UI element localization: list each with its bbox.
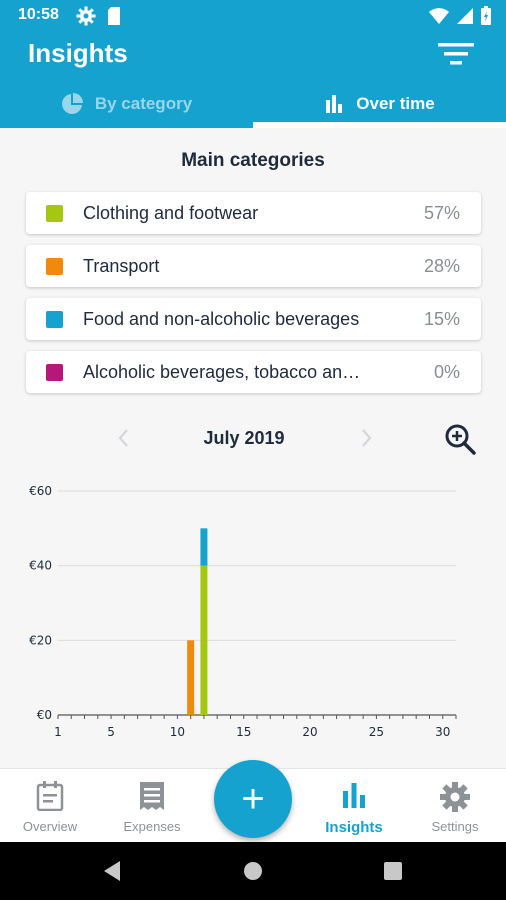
nav-label: Expenses (123, 819, 181, 834)
bar-chart-icon (326, 95, 343, 113)
category-swatch (46, 258, 63, 275)
tab-by-category[interactable]: By category (0, 84, 253, 124)
category-percent: 0% (433, 362, 460, 382)
chart-bar (200, 565, 208, 715)
app-bar: Insights By category Over time (0, 32, 506, 128)
category-label: Transport (83, 256, 160, 276)
filter-icon[interactable] (436, 40, 476, 70)
tab-label: Over time (356, 94, 435, 113)
nav-expenses[interactable]: Expenses (102, 769, 202, 843)
tab-label: By category (94, 94, 193, 113)
x-tick-label: 20 (302, 725, 317, 739)
wifi-icon (429, 8, 449, 24)
status-time: 10:58 (18, 6, 59, 23)
y-tick-label: €40 (29, 559, 52, 573)
back-icon[interactable] (104, 861, 120, 881)
signal-icon (457, 8, 473, 24)
chevron-right-icon[interactable] (354, 426, 378, 450)
y-tick-label: €20 (29, 633, 52, 647)
category-label: Clothing and footwear (83, 203, 259, 223)
add-expense-button[interactable]: + (214, 760, 292, 838)
nav-settings[interactable]: Settings (405, 769, 505, 843)
category-card[interactable]: Transport 28% (26, 245, 481, 287)
nav-insights[interactable]: Insights (304, 769, 404, 843)
x-tick-label: 15 (236, 725, 251, 739)
sd-card-icon (108, 7, 120, 25)
y-tick-label: €0 (37, 708, 52, 722)
settings-icon (440, 782, 470, 812)
category-percent: 57% (423, 203, 460, 223)
home-icon[interactable] (244, 862, 262, 880)
month-navigator: July 2019 (0, 420, 506, 456)
category-card[interactable]: Clothing and footwear 57% (26, 192, 481, 234)
category-card[interactable]: Alcoholic beverages, tobacco an… 0% (26, 351, 481, 393)
page-title: Insights (28, 38, 128, 68)
pie-chart-icon (61, 93, 83, 114)
system-navigation-bar (0, 842, 506, 900)
tab-indicator (253, 122, 506, 128)
nav-label: Settings (431, 819, 479, 834)
category-swatch (46, 311, 63, 328)
status-bar: 10:58 (0, 0, 506, 32)
status-indicators (428, 6, 492, 26)
category-label: Alcoholic beverages, tobacco an… (83, 362, 361, 382)
nav-label: Overview (22, 819, 78, 834)
tab-over-time[interactable]: Over time (253, 84, 506, 124)
recent-apps-icon[interactable] (384, 862, 402, 880)
category-swatch (46, 364, 63, 381)
x-tick-label: 25 (369, 725, 384, 739)
category-swatch (46, 205, 63, 222)
section-title: Main categories (181, 150, 325, 171)
battery-icon (481, 6, 491, 25)
chart-bar (200, 528, 208, 566)
category-percent: 28% (423, 256, 460, 276)
insights-icon (343, 783, 365, 808)
x-tick-label: 10 (170, 725, 185, 739)
x-tick-label: 1 (54, 725, 62, 739)
expenses-icon (140, 782, 164, 810)
expenses-over-time-chart: €0€20€40€601 5 10 15 20 25 30 (29, 484, 457, 739)
category-card[interactable]: Food and non-alcoholic beverages 15% (26, 298, 481, 340)
zoom-in-icon[interactable] (443, 422, 477, 456)
nav-label: Insights (325, 819, 383, 836)
x-tick-label: 5 (107, 725, 115, 739)
month-label: July 2019 (203, 428, 285, 448)
category-percent: 15% (423, 309, 460, 329)
nav-overview[interactable]: Overview (0, 769, 100, 843)
gear-icon (76, 6, 96, 26)
y-tick-label: €60 (29, 484, 52, 498)
overview-icon (36, 781, 64, 811)
category-label: Food and non-alcoholic beverages (83, 309, 360, 329)
x-tick-label: 30 (435, 725, 450, 739)
chart-bar (187, 640, 195, 715)
chevron-left-icon[interactable] (112, 426, 136, 450)
